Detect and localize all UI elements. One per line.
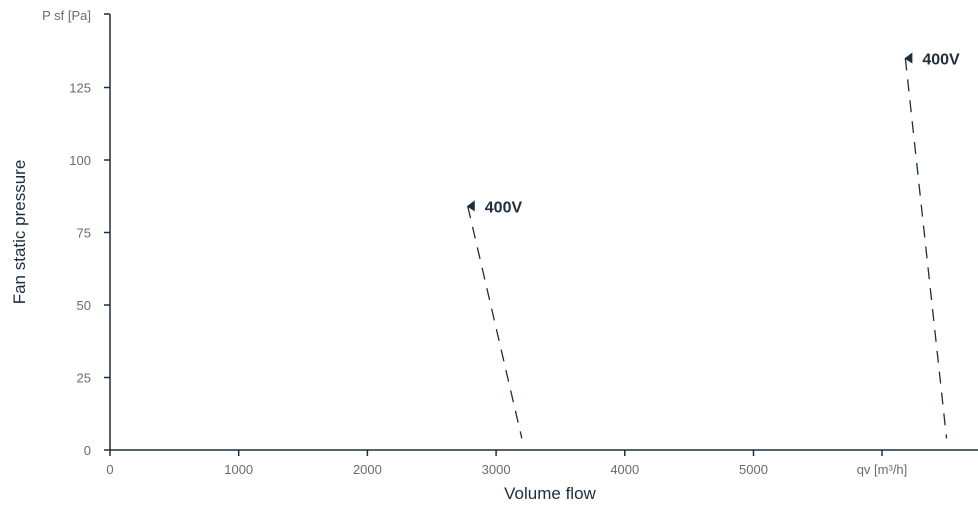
fan-curve-400v: 400V: [466, 199, 523, 439]
y-unit-label: P sf [Pa]: [42, 8, 91, 23]
y-axis-title: Fan static pressure: [10, 160, 29, 305]
x-tick-label: 0: [106, 462, 113, 477]
x-tick-label: 5000: [739, 462, 768, 477]
x-axis-title: Volume flow: [504, 484, 596, 503]
x-tick-label: 3000: [482, 462, 511, 477]
x-tick-label: 4000: [610, 462, 639, 477]
x-tick-label: 2000: [353, 462, 382, 477]
y-tick-label: 75: [77, 226, 91, 241]
curve-line: [467, 206, 523, 439]
y-tick-label: 50: [77, 298, 91, 313]
curve-label: 400V: [922, 52, 960, 69]
y-tick-label: 0: [84, 443, 91, 458]
y-ticks: 0 25 50 75 100 125: [69, 81, 110, 458]
curve-end-marker: [466, 200, 475, 212]
x-ticks: 0 1000 2000 3000 4000 5000: [106, 450, 768, 477]
x-unit-label: qv [m³/h]: [857, 462, 908, 477]
x-axis: 0 1000 2000 3000 4000 5000 qv [m³/h]: [106, 449, 978, 477]
curve-end-marker: [904, 52, 913, 64]
fan-curve-400v: 400V: [904, 52, 960, 439]
curve-line: [904, 58, 948, 439]
y-tick-label: 25: [77, 371, 91, 386]
y-tick-label: 100: [69, 153, 91, 168]
curve-label: 400V: [485, 199, 523, 216]
y-tick-label: 125: [69, 81, 91, 96]
y-axis: 0 25 50 75 100 125 P sf [Pa]: [42, 8, 111, 458]
series-layer: 400V 400V: [466, 52, 960, 439]
x-tick-label: 1000: [224, 462, 253, 477]
